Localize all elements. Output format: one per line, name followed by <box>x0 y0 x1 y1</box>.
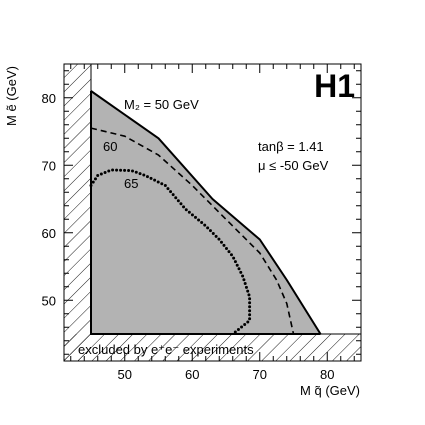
axis-tick-labels: 50 60 70 80 50 60 70 80 <box>42 91 335 382</box>
plot-frame <box>63 63 362 362</box>
excluded-hatch-bottom <box>64 334 361 361</box>
excluded-region <box>64 64 361 361</box>
y-tick-label: 80 <box>42 91 56 106</box>
x-tick-label: 80 <box>320 367 334 382</box>
series-line-2 <box>89 168 252 336</box>
param-tanbeta: tanβ = 1.41 <box>258 139 324 154</box>
contour-series <box>89 90 322 336</box>
series-line-1 <box>90 127 295 335</box>
excluded-hatch-left <box>64 64 91 361</box>
y-tick-label: 60 <box>42 226 56 241</box>
x-tick-label: 50 <box>118 367 132 382</box>
x-tick-label: 60 <box>185 367 199 382</box>
y-tick-label: 50 <box>42 293 56 308</box>
excluded-label: excluded by e⁺e⁻ experiments <box>78 342 254 357</box>
series-label-60: 60 <box>103 139 117 154</box>
axis-ticks <box>64 64 361 361</box>
param-mu: μ ≤ -50 GeV <box>258 158 329 173</box>
series-line-0 <box>90 90 322 335</box>
y-axis-label: M ẽ (GeV) <box>4 66 19 126</box>
logo-h1: H1 <box>314 68 355 104</box>
x-axis-label: M q̃ (GeV) <box>300 383 360 398</box>
series-fill-0 <box>91 91 321 334</box>
series-label-m2-50: M₂ = 50 GeV <box>124 97 199 112</box>
y-tick-label: 70 <box>42 158 56 173</box>
series-fill-edge-0 <box>90 91 321 335</box>
x-tick-label: 70 <box>253 367 267 382</box>
series-label-65: 65 <box>124 176 138 191</box>
